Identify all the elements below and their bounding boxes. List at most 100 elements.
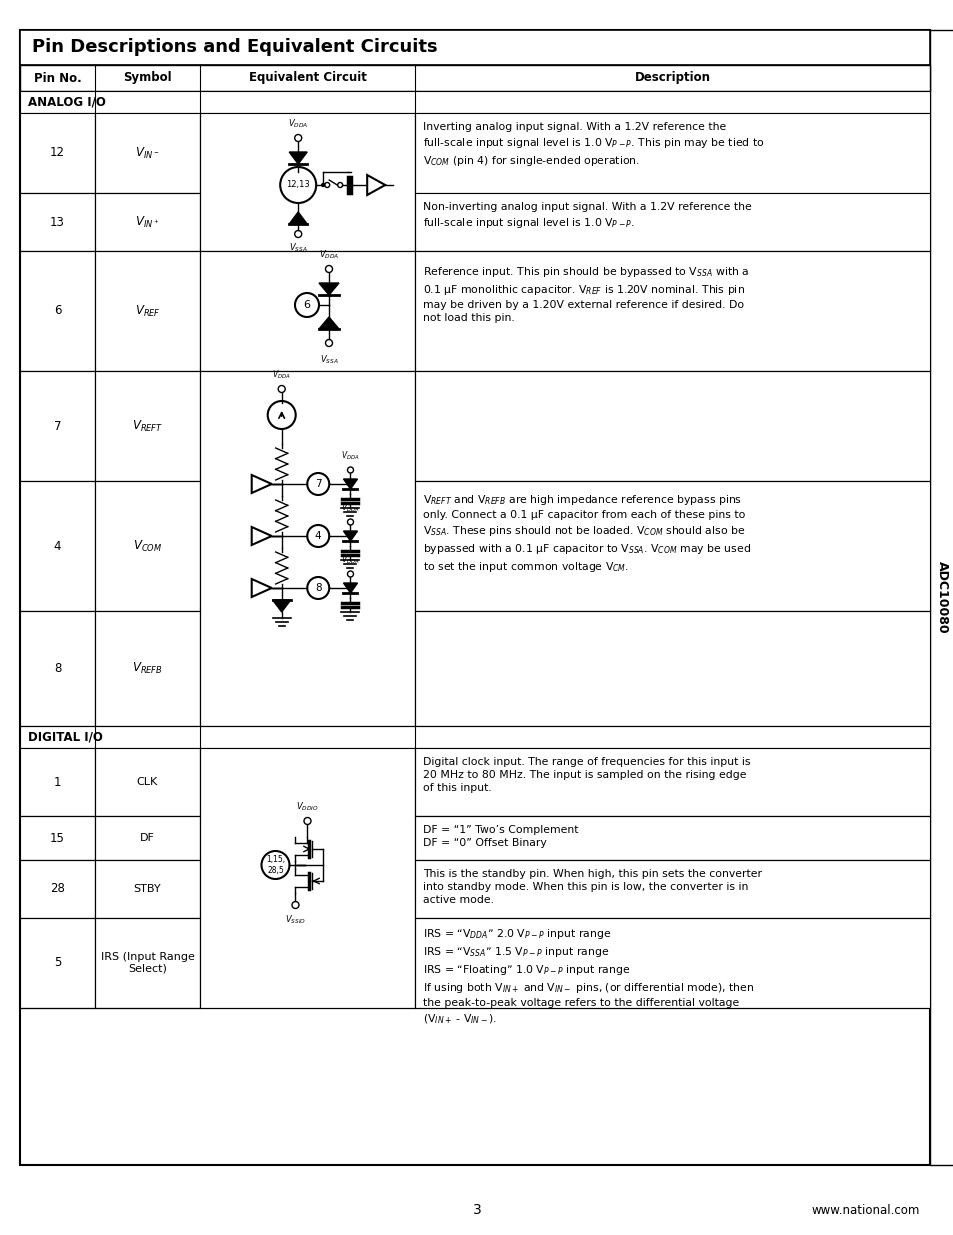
Text: This is the standby pin. When high, this pin sets the converter
into standby mod: This is the standby pin. When high, this… — [422, 869, 761, 905]
Text: 8: 8 — [314, 583, 321, 593]
Text: 28: 28 — [50, 883, 65, 895]
Bar — [415, 816, 929, 860]
Bar — [20, 860, 95, 918]
Bar — [415, 251, 929, 370]
Text: 12,13: 12,13 — [286, 180, 310, 189]
Bar — [95, 748, 200, 816]
Text: www.national.com: www.national.com — [811, 1203, 919, 1216]
Text: ANALOG I/O: ANALOG I/O — [28, 95, 106, 109]
Text: DIGITAL I/O: DIGITAL I/O — [28, 730, 103, 743]
Bar — [20, 30, 929, 65]
Bar — [95, 251, 200, 370]
Polygon shape — [343, 583, 357, 593]
Text: 7: 7 — [53, 420, 61, 432]
Polygon shape — [252, 527, 272, 545]
Text: Non-inverting analog input signal. With a 1.2V reference the
full-scale input si: Non-inverting analog input signal. With … — [422, 203, 751, 230]
Text: $V_{DDA}$: $V_{DDA}$ — [341, 450, 359, 462]
Text: $V_{SSA}$: $V_{SSA}$ — [319, 353, 338, 366]
Text: IRS = “V$_{DDA}$” 2.0 V$_{P-P}$ input range
IRS = “V$_{SSA}$” 1.5 V$_{P-P}$ inpu: IRS = “V$_{DDA}$” 2.0 V$_{P-P}$ input ra… — [422, 927, 754, 1026]
Bar — [415, 193, 929, 251]
Bar — [415, 370, 929, 480]
Bar — [95, 860, 200, 918]
Bar — [200, 251, 415, 370]
Bar — [95, 370, 200, 480]
Bar — [20, 816, 95, 860]
Bar — [95, 193, 200, 251]
Text: Pin Descriptions and Equivalent Circuits: Pin Descriptions and Equivalent Circuits — [32, 38, 437, 57]
Polygon shape — [252, 475, 272, 493]
Bar — [415, 860, 929, 918]
Text: DF: DF — [140, 832, 154, 844]
Text: V$_{REFT}$ and V$_{REFB}$ are high impedance reference bypass pins
only. Connect: V$_{REFT}$ and V$_{REFB}$ are high imped… — [422, 493, 750, 574]
Polygon shape — [252, 579, 272, 597]
Text: Symbol: Symbol — [123, 72, 172, 84]
Bar — [200, 112, 415, 251]
Text: 13: 13 — [50, 215, 65, 228]
Text: $V_{IN^+}$: $V_{IN^+}$ — [135, 215, 159, 230]
Bar — [95, 816, 200, 860]
Bar — [20, 748, 95, 816]
Text: DF = “1” Two’s Complement
DF = “0” Offset Binary: DF = “1” Two’s Complement DF = “0” Offse… — [422, 825, 578, 848]
Bar — [20, 726, 929, 748]
Text: 15: 15 — [50, 831, 65, 845]
Polygon shape — [289, 152, 307, 164]
Text: 1,15,
28,5: 1,15, 28,5 — [266, 856, 285, 874]
Bar — [95, 112, 200, 193]
Bar — [95, 480, 200, 611]
Text: $V_{REFB}$: $V_{REFB}$ — [132, 661, 163, 676]
Text: 4: 4 — [314, 531, 321, 541]
Text: $V_{SSIO}$: $V_{SSIO}$ — [285, 913, 306, 925]
Polygon shape — [343, 479, 357, 489]
Bar — [20, 611, 95, 726]
Bar — [20, 91, 929, 112]
Bar — [20, 193, 95, 251]
Text: $V_{COM}$: $V_{COM}$ — [132, 538, 162, 553]
Text: 8: 8 — [53, 662, 61, 676]
Text: $V_{IN^-}$: $V_{IN^-}$ — [135, 146, 159, 161]
Bar — [415, 112, 929, 193]
Text: $V_{DDA}$: $V_{DDA}$ — [341, 501, 359, 514]
Polygon shape — [289, 212, 307, 224]
Bar — [20, 370, 95, 480]
Text: $V_{REFT}$: $V_{REFT}$ — [132, 419, 163, 433]
Text: CLK: CLK — [136, 777, 158, 787]
Text: 12: 12 — [50, 147, 65, 159]
Bar — [20, 480, 95, 611]
Text: IRS (Input Range
Select): IRS (Input Range Select) — [100, 952, 194, 974]
Text: $V_{DDA}$: $V_{DDA}$ — [272, 368, 291, 382]
Text: 1: 1 — [53, 776, 61, 788]
Text: 6: 6 — [303, 300, 310, 310]
Bar — [20, 112, 95, 193]
Text: 4: 4 — [53, 540, 61, 552]
Text: Reference input. This pin should be bypassed to V$_{SSA}$ with a
0.1 μF monolith: Reference input. This pin should be bypa… — [422, 266, 748, 324]
Text: Digital clock input. The range of frequencies for this input is
20 MHz to 80 MHz: Digital clock input. The range of freque… — [422, 757, 750, 793]
Text: $V_{SSA}$: $V_{SSA}$ — [289, 242, 307, 254]
Bar — [415, 918, 929, 1008]
Bar — [415, 748, 929, 816]
Bar — [200, 748, 415, 1008]
Polygon shape — [367, 175, 385, 195]
Polygon shape — [273, 600, 291, 613]
Text: Description: Description — [634, 72, 710, 84]
Text: Equivalent Circuit: Equivalent Circuit — [249, 72, 366, 84]
Text: ADC10080: ADC10080 — [935, 561, 947, 634]
Text: 3: 3 — [472, 1203, 481, 1216]
Text: $V_{DDA}$: $V_{DDA}$ — [318, 248, 339, 261]
Bar — [20, 918, 95, 1008]
Text: Inverting analog input signal. With a 1.2V reference the
full-scale input signal: Inverting analog input signal. With a 1.… — [422, 122, 763, 168]
Text: $V_{DDA}$: $V_{DDA}$ — [288, 117, 308, 130]
Text: $V_{REF}$: $V_{REF}$ — [134, 304, 160, 319]
Polygon shape — [343, 531, 357, 541]
Bar — [95, 918, 200, 1008]
Bar — [929, 30, 953, 1165]
Bar — [20, 65, 929, 91]
Text: 6: 6 — [53, 305, 61, 317]
Bar — [200, 370, 415, 726]
Text: $V_{DDIO}$: $V_{DDIO}$ — [295, 800, 318, 813]
Bar — [20, 251, 95, 370]
Text: 7: 7 — [314, 479, 321, 489]
Text: Pin No.: Pin No. — [33, 72, 81, 84]
Bar — [95, 611, 200, 726]
Polygon shape — [318, 317, 338, 329]
Bar — [415, 611, 929, 726]
